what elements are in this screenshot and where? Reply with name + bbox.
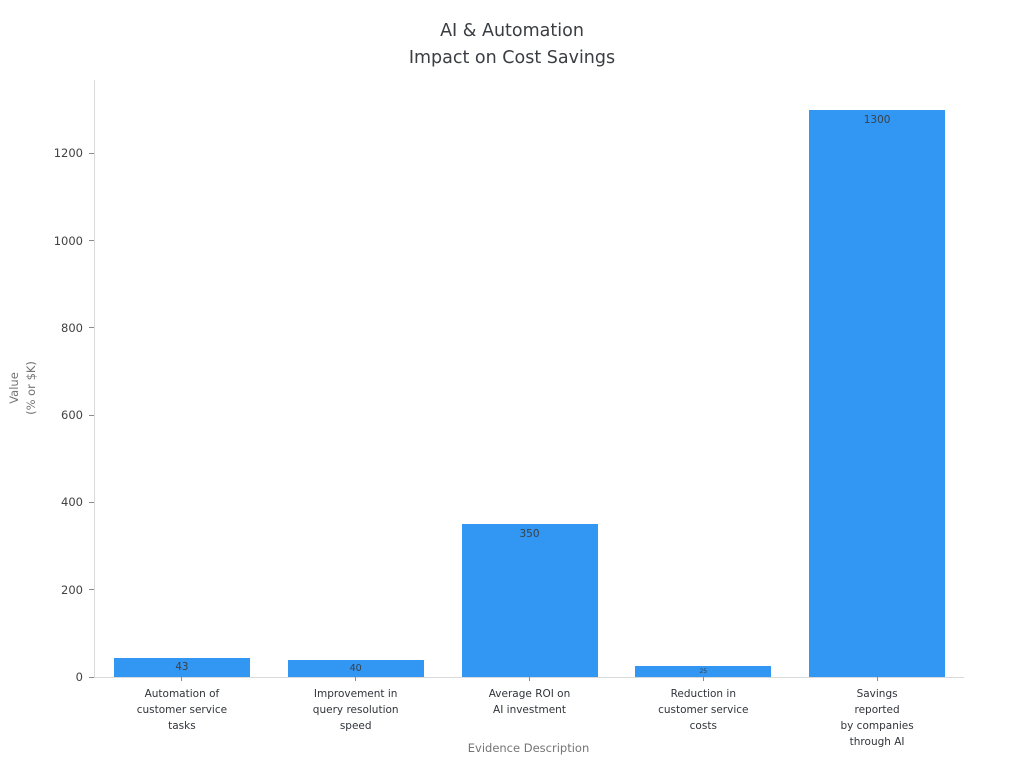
y-tick-label: 600 [61,408,83,423]
bar-value-label: 1300 [863,113,891,126]
x-tick-mark [529,677,530,681]
y-tick-label: 800 [61,320,83,335]
y-tick-label: 1000 [53,233,83,248]
y-tick-mark [89,152,94,154]
chart-title-line1: AI & Automation [440,21,584,41]
x-tick-mark [355,677,357,681]
y-tick-mark [89,501,94,503]
y-tick-mark [89,589,94,591]
bar: 350 [461,524,598,677]
chart-title-line2: Impact on Cost Savings [408,48,616,68]
x-tick-label: Average ROI on AI investment [488,688,571,716]
bar: 43 [113,658,250,677]
x-tick-mark [876,677,878,681]
x-tick-mark [181,677,183,681]
x-tick-label: Automation of customer service tasks [136,688,228,732]
y-tick-label: 200 [61,582,83,597]
bar-value-label: 43 [175,661,189,674]
x-axis-title: Evidence Description [467,741,590,755]
x-tick-mark [702,677,704,681]
plot-area: 0 200 400 600 800 1000 1200 43 Automation of cus… [54,80,964,748]
bar-value-label: 40 [349,662,362,674]
bar-value-label: 350 [519,528,540,541]
y-axis-title: Value (% or $K) [7,361,38,415]
y-tick-mark [89,414,94,416]
x-tick-label: Reduction in customer service costs [658,688,749,732]
y-tick-mark [89,676,94,678]
y-tick-label: 400 [61,495,83,510]
x-tick-label: Improvement in query resolution speed [312,688,399,732]
bar-value-label: 25 [699,667,708,675]
y-tick-mark [89,240,94,242]
y-tick-mark [89,327,94,329]
bar: 40 [287,659,424,677]
bar: 1300 [809,109,946,677]
y-tick-label: 1200 [53,146,83,161]
bar: 25 [635,666,772,677]
x-tick-label: Savings reported by companies through AI [840,688,914,748]
y-tick-label: 0 [75,670,83,684]
chart-title: AI & Automation Impact on Cost Savings [0,18,1024,72]
